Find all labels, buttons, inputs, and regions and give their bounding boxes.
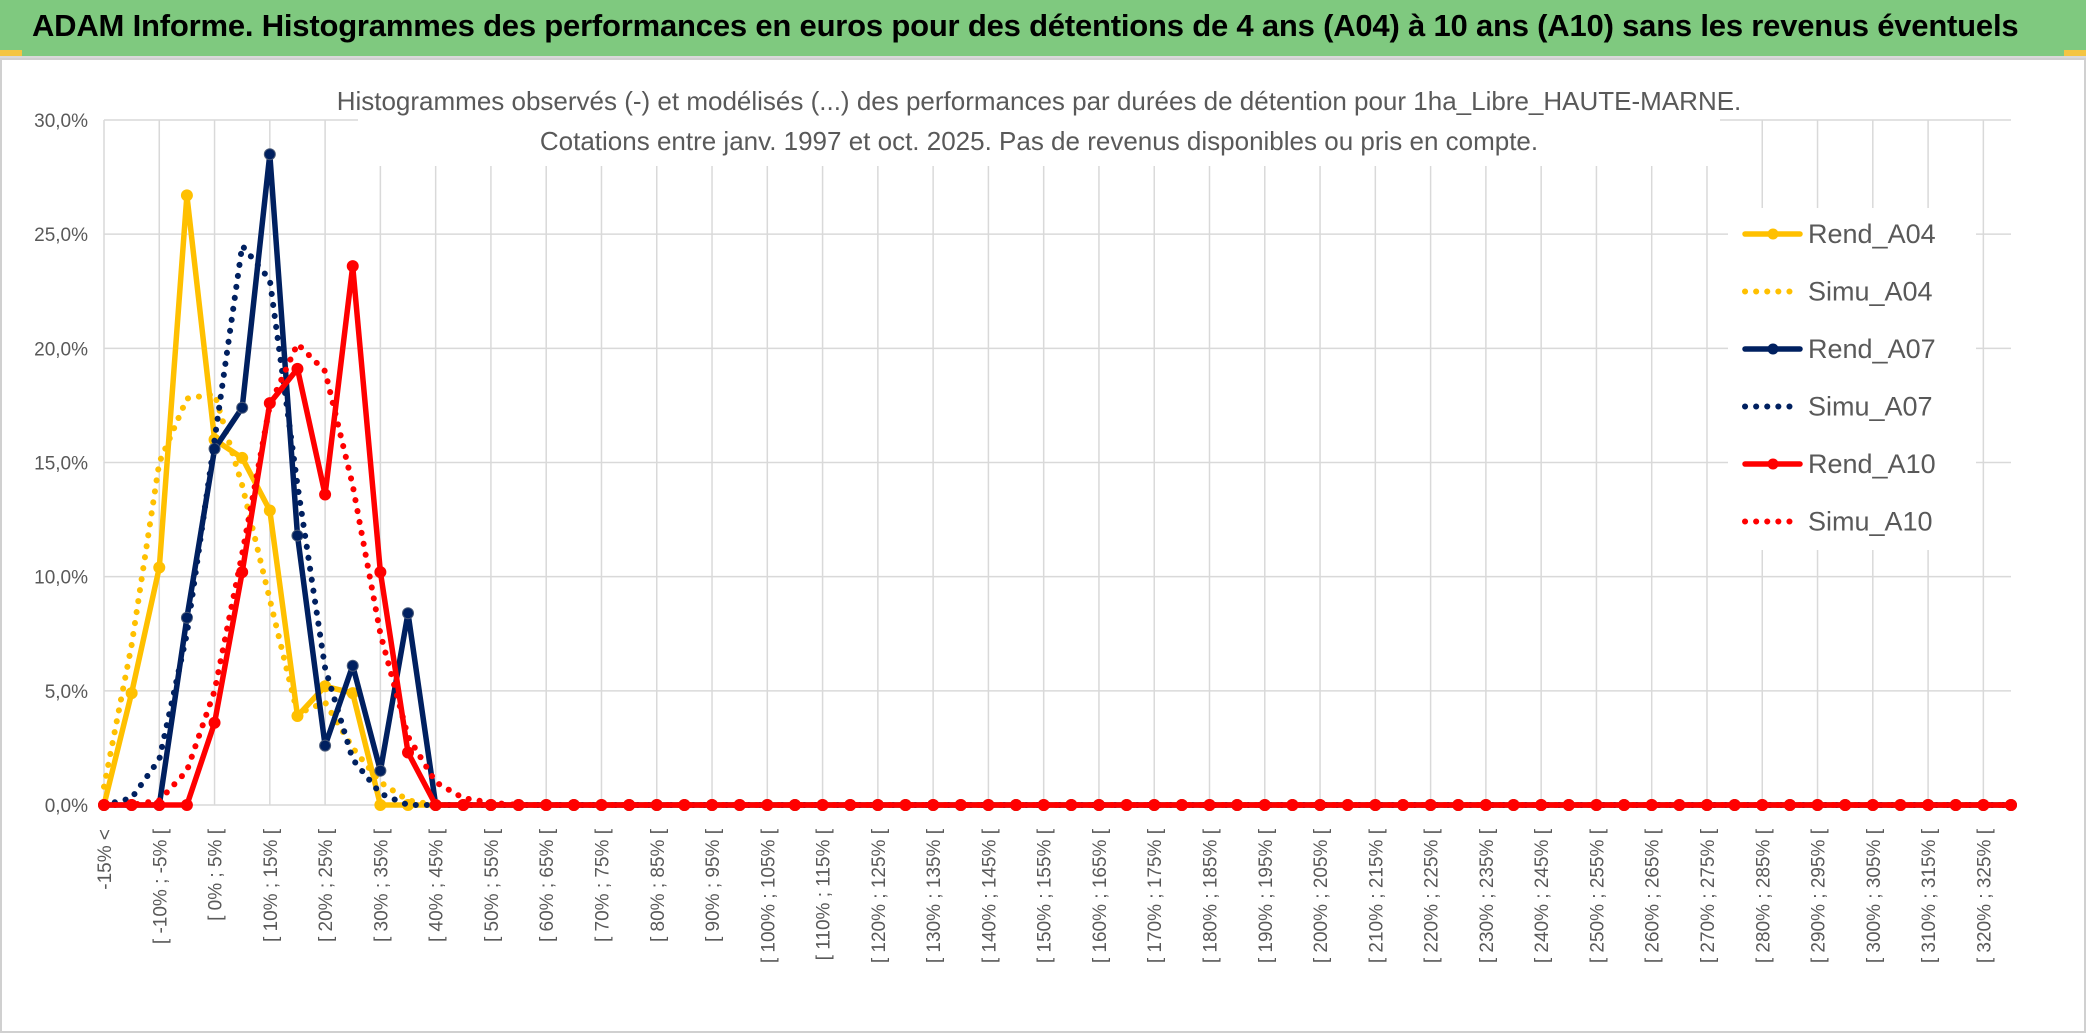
x-category-label: [ 230% ; 235% [: [1477, 828, 1498, 963]
point-Rend_A04: [180, 189, 193, 202]
axes: 0,0% 5,0% 10,0% 15,0% 20,0% 25,0% 30,0% -15% < […: [34, 111, 1995, 963]
series-line-Rend_A07: [101, 151, 2014, 808]
x-category-label: [ 40% ; 45% [: [427, 828, 448, 942]
point-Rend_A04: [125, 687, 138, 700]
point-Rend_A10: [429, 799, 442, 811]
point-Rend_A10: [457, 799, 470, 811]
y-tick-label: 15,0%: [34, 454, 88, 475]
x-category-label: [ 320% ; 325% [: [1974, 828, 1995, 963]
x-category-label: [ 260% ; 265% [: [1643, 828, 1664, 963]
x-category-label: [ 200% ; 205% [: [1311, 828, 1332, 963]
point-Rend_A10: [180, 799, 193, 811]
point-Rend_A10: [402, 746, 415, 759]
point-Rend_A07: [374, 764, 387, 777]
legend: Rend_A04 Simu_A04 Rend_A07 Simu_A07 Rend_A10…: [1728, 208, 1976, 550]
x-category-label: [ 30% ; 35% [: [371, 828, 392, 942]
legend-entry-Rend_A10: Rend_A10: [1742, 449, 1936, 479]
x-category-label: [ 310% ; 315% [: [1919, 828, 1940, 963]
x-category-label: -15% <: [95, 829, 116, 890]
legend-entry-Simu_A04: Simu_A04: [1742, 277, 1933, 307]
x-category-label: [ 210% ; 215% [: [1366, 828, 1387, 963]
legend-label-Simu_A07: Simu_A07: [1808, 392, 1933, 422]
point-Rend_A07: [291, 529, 304, 542]
x-category-label: [ 170% ; 175% [: [1145, 828, 1166, 963]
legend-label-Simu_A10: Simu_A10: [1808, 507, 1933, 537]
point-Rend_A10: [319, 488, 332, 501]
point-Rend_A04: [236, 451, 249, 464]
y-tick-label: 20,0%: [34, 339, 88, 360]
x-category-label: [ 20% ; 25% [: [316, 828, 337, 942]
y-tick-label: 5,0%: [45, 682, 88, 703]
legend-entry-Simu_A07: Simu_A07: [1742, 392, 1933, 422]
series-Simu_A04: [101, 391, 2014, 808]
y-tick-label: 25,0%: [34, 225, 88, 246]
x-category-label: [ 280% ; 285% [: [1753, 828, 1774, 963]
series-line-Simu_A04: [101, 391, 2014, 808]
x-category-label: [ 100% ; 105% [: [758, 828, 779, 963]
point-Rend_A07: [346, 659, 359, 672]
x-category-label: [ 50% ; 55% [: [482, 828, 503, 942]
x-category-label: [ -10% ; -5% [: [150, 828, 171, 944]
x-category-label: [ 180% ; 185% [: [1201, 828, 1222, 963]
legend-marker-Rend_A04: [1767, 228, 1779, 240]
x-category-label: [ 0% ; 5% [: [206, 828, 227, 921]
x-category-label: [ 240% ; 245% [: [1532, 828, 1553, 963]
x-category-label: [ 80% ; 85% [: [648, 828, 669, 942]
y-tick-label: 30,0%: [34, 111, 88, 132]
x-category-label: [ 270% ; 275% [: [1698, 828, 1719, 963]
series: [98, 148, 2017, 811]
chart-title-line-2: Cotations entre janv. 1997 et oct. 2025.…: [540, 126, 1538, 156]
x-category-label: [ 60% ; 65% [: [537, 828, 558, 942]
point-Rend_A04: [374, 799, 387, 811]
x-category-label: [ 220% ; 225% [: [1422, 828, 1443, 963]
point-Rend_A10: [346, 260, 359, 273]
report-header: ADAM Informe. Histogrammes des performan…: [0, 0, 2086, 58]
x-category-label: [ 140% ; 145% [: [979, 828, 1000, 963]
x-category-label: [ 90% ; 95% [: [703, 828, 724, 942]
legend-label-Simu_A04: Simu_A04: [1808, 277, 1933, 307]
chart-frame: [0, 58, 2086, 1033]
point-Rend_A07: [263, 148, 276, 161]
x-category-label: [ 150% ; 155% [: [1035, 828, 1056, 963]
x-category-label: [ 120% ; 125% [: [869, 828, 890, 963]
x-category-label: [ 300% ; 305% [: [1864, 828, 1885, 963]
legend-entry-Simu_A10: Simu_A10: [1742, 507, 1933, 537]
legend-label-Rend_A10: Rend_A10: [1808, 449, 1936, 479]
series-Simu_A10: [101, 340, 2014, 808]
legend-entry-Rend_A04: Rend_A04: [1742, 219, 1936, 249]
x-category-label: [ 130% ; 135% [: [924, 828, 945, 963]
legend-label-Rend_A07: Rend_A07: [1808, 334, 1936, 364]
series-line-Simu_A10: [101, 340, 2014, 808]
chart-title-box: Histogrammes observés (-) et modélisés (…: [337, 78, 1742, 166]
header-corner-right: [2064, 50, 2086, 56]
x-category-label: [ 110% ; 115% [: [814, 828, 835, 960]
legend-entry-Rend_A07: Rend_A07: [1742, 334, 1936, 364]
header-corner-left: [0, 50, 22, 56]
legend-marker-Rend_A07: [1767, 343, 1779, 355]
point-Rend_A07: [236, 401, 249, 414]
x-category-label: [ 290% ; 295% [: [1809, 828, 1830, 963]
point-Rend_A10: [374, 566, 387, 579]
point-Rend_A07: [319, 739, 332, 752]
point-Rend_A10: [208, 716, 221, 729]
point-Rend_A10: [2005, 799, 2017, 811]
legend-label-Rend_A04: Rend_A04: [1808, 219, 1936, 249]
y-tick-label: 10,0%: [34, 568, 88, 589]
legend-marker-Rend_A10: [1767, 458, 1779, 470]
point-Rend_A07: [402, 607, 415, 620]
x-category-label: [ 70% ; 75% [: [592, 828, 613, 942]
point-Rend_A04: [263, 504, 276, 517]
x-category-label: [ 160% ; 165% [: [1090, 828, 1111, 963]
y-tick-label: 0,0%: [45, 796, 88, 817]
x-category-label: [ 250% ; 255% [: [1587, 828, 1608, 963]
chart-title-line-1: Histogrammes observés (-) et modélisés (…: [337, 86, 1742, 116]
point-Rend_A04: [153, 561, 166, 574]
report-title: ADAM Informe. Histogrammes des performan…: [32, 8, 2019, 43]
x-category-label: [ 10% ; 15% [: [261, 828, 282, 942]
x-category-label: [ 190% ; 195% [: [1256, 828, 1277, 963]
point-Rend_A10: [291, 362, 304, 375]
